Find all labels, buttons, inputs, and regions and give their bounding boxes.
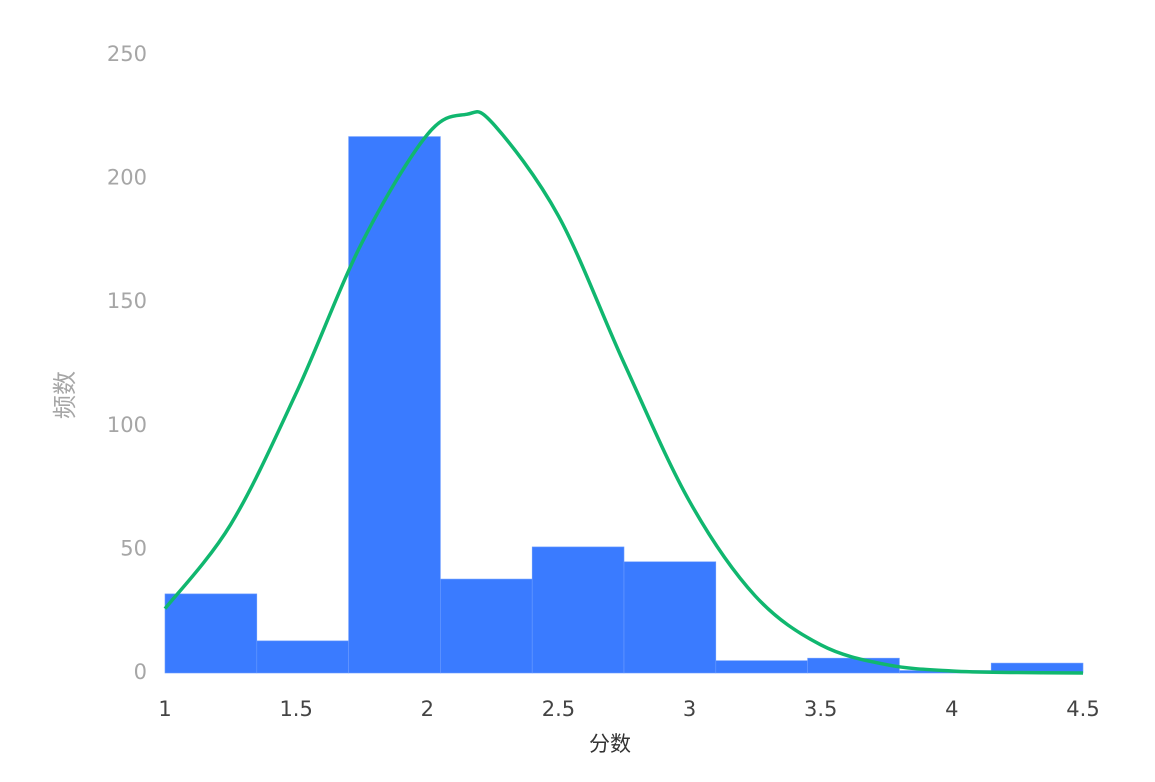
bar (531, 546, 625, 674)
x-tick-label: 1.5 (279, 697, 312, 721)
bar (715, 660, 808, 674)
x-tick-label: 3 (683, 697, 696, 721)
x-tick-label: 4.5 (1066, 697, 1099, 721)
x-tick-label: 1 (158, 697, 171, 721)
y-tick-label: 100 (107, 413, 147, 437)
density-curve (163, 110, 1084, 675)
y-tick-label: 50 (120, 536, 147, 560)
bar (348, 136, 441, 674)
y-tick-label: 200 (107, 166, 147, 190)
bar (256, 640, 349, 674)
y-tick-label: 250 (107, 42, 147, 66)
y-axis-label: 频数 (51, 371, 79, 419)
bar (623, 561, 717, 674)
x-tick-label: 2 (421, 697, 434, 721)
bar (164, 593, 258, 674)
x-axis-label: 分数 (589, 732, 631, 756)
x-tick-label: 3.5 (804, 697, 837, 721)
y-tick-label: 0 (134, 660, 147, 684)
bar (440, 578, 533, 674)
y-tick-label: 150 (107, 289, 147, 313)
x-tick-label: 4 (945, 697, 958, 721)
x-tick-label: 2.5 (542, 697, 575, 721)
